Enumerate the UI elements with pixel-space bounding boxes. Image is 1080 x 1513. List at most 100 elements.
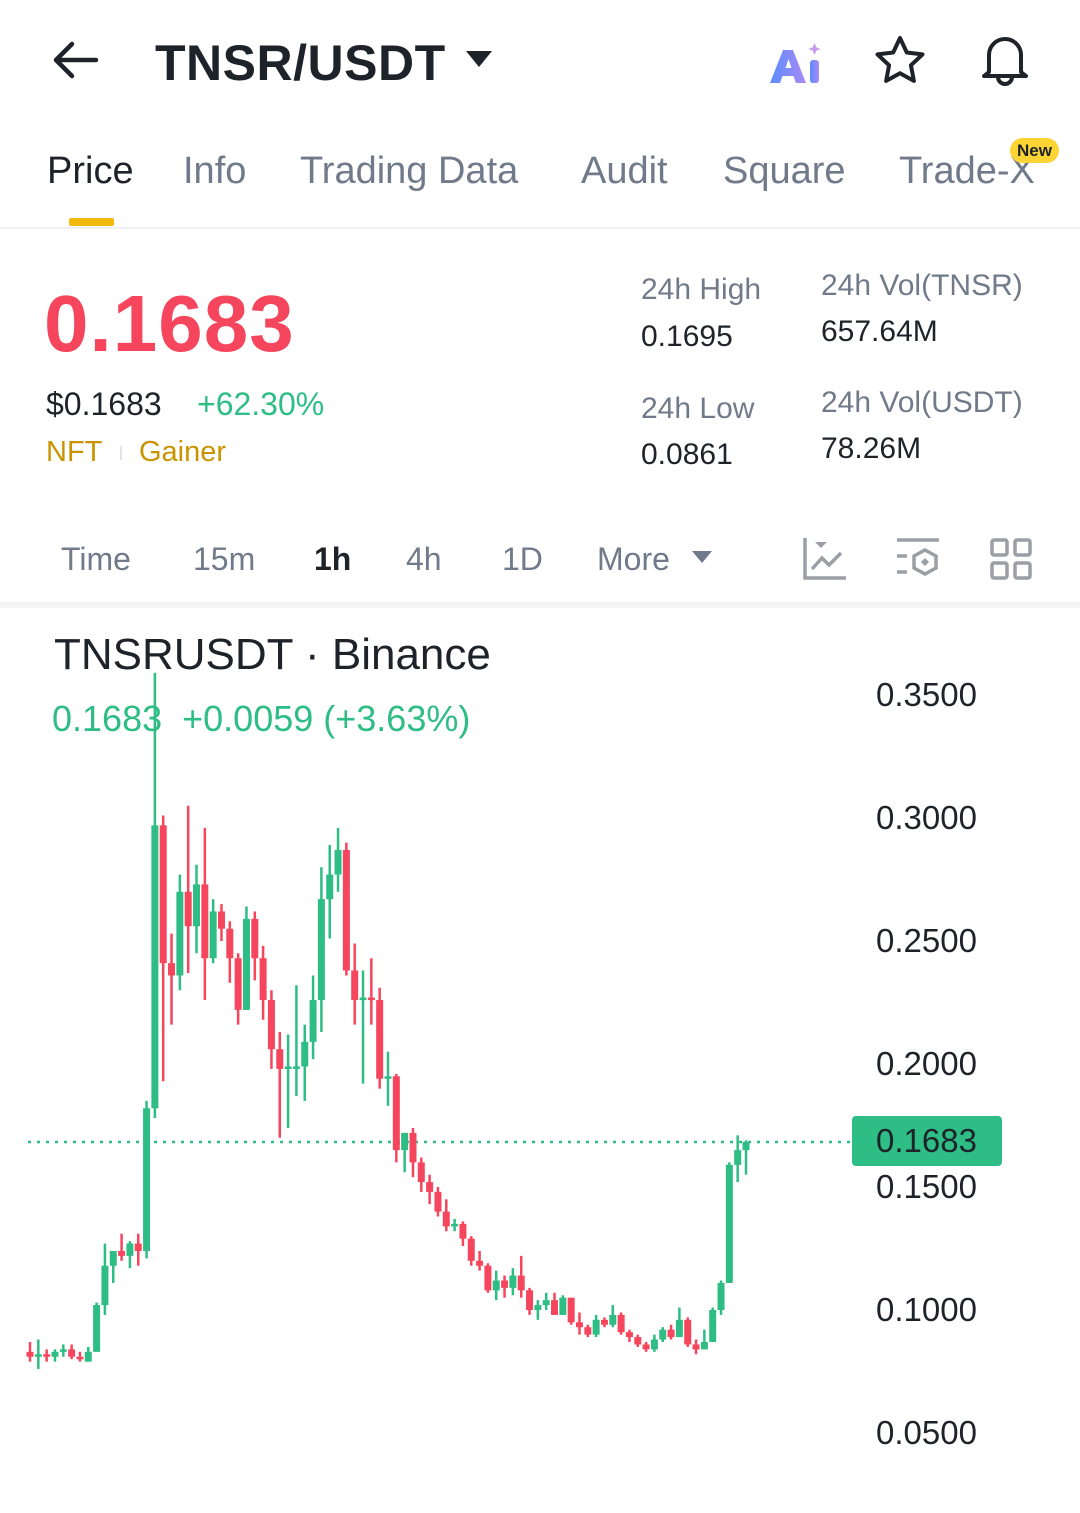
- candle: [84, 1346, 92, 1362]
- candle-body: [675, 1319, 683, 1338]
- candle-body: [459, 1223, 467, 1239]
- candle: [201, 827, 209, 1001]
- stat-value-24h-vol-usdt: 78.26M: [821, 432, 922, 465]
- candle-body: [251, 918, 259, 959]
- candle: [234, 953, 242, 1025]
- candle: [392, 1073, 400, 1163]
- candle-body: [592, 1319, 600, 1335]
- candle-body: [93, 1305, 101, 1352]
- candle-body: [126, 1243, 134, 1256]
- candle-body: [542, 1300, 550, 1306]
- active-tab-indicator: [69, 218, 114, 226]
- candle-body: [209, 911, 217, 959]
- tag-separator: [120, 446, 122, 460]
- chart-quote-change: +0.0059 (+3.63%): [182, 698, 471, 739]
- timeframe-time[interactable]: Time: [61, 541, 131, 577]
- candle: [76, 1351, 84, 1362]
- candle-body: [34, 1354, 42, 1357]
- candle-body: [359, 997, 367, 1001]
- candle: [734, 1135, 742, 1183]
- candle: [725, 1162, 733, 1283]
- candle-body: [567, 1297, 575, 1323]
- candle: [667, 1324, 675, 1340]
- tab-trading-data[interactable]: Trading Data: [300, 150, 519, 192]
- stat-label-24h-high: 24h High: [641, 273, 762, 306]
- candle-body: [159, 825, 167, 964]
- timeframe-1h[interactable]: 1h: [314, 541, 352, 577]
- candle: [700, 1329, 708, 1350]
- candle: [259, 945, 267, 1020]
- pair-title[interactable]: TNSR/USDT: [155, 35, 446, 91]
- change-percent: +62.30%: [197, 386, 325, 422]
- candle-body: [725, 1164, 733, 1283]
- candle-body: [551, 1300, 559, 1315]
- candle-body: [634, 1337, 642, 1345]
- candle: [517, 1255, 525, 1298]
- tab-price[interactable]: Price: [47, 150, 134, 192]
- timeframe-4h[interactable]: 4h: [406, 541, 442, 577]
- ai-icon[interactable]: [766, 40, 826, 88]
- candle: [51, 1349, 59, 1362]
- candle: [301, 1024, 309, 1101]
- settings-hex-icon[interactable]: [895, 537, 941, 581]
- candle-body: [392, 1076, 400, 1151]
- candle-body: [517, 1275, 525, 1291]
- arrow-left-icon[interactable]: [50, 38, 100, 82]
- tag-nft[interactable]: NFT: [46, 436, 103, 468]
- candle: [692, 1339, 700, 1355]
- candle-body: [742, 1141, 750, 1151]
- candle-body: [501, 1280, 509, 1288]
- candle-body: [326, 874, 334, 900]
- candle-body: [242, 918, 250, 1010]
- candle-body: [600, 1319, 608, 1325]
- candle-body: [684, 1319, 692, 1345]
- candle: [159, 815, 167, 1082]
- more-caret-icon[interactable]: [692, 551, 712, 564]
- candle: [526, 1287, 534, 1315]
- candle: [476, 1250, 484, 1271]
- candle-body: [426, 1182, 434, 1192]
- candle: [592, 1314, 600, 1338]
- candle: [367, 958, 375, 1025]
- candle-body: [709, 1310, 717, 1342]
- tab-square[interactable]: Square: [723, 150, 846, 192]
- candle: [551, 1292, 559, 1315]
- y-axis-tick: 0.2500: [876, 922, 977, 959]
- grid-layout-icon[interactable]: [989, 537, 1033, 581]
- timeframe-more[interactable]: More: [597, 541, 670, 577]
- indicator-chart-icon[interactable]: [802, 536, 848, 582]
- candle: [134, 1233, 142, 1266]
- candle-body: [193, 884, 201, 927]
- tab-audit[interactable]: Audit: [581, 150, 668, 192]
- candle-body: [526, 1290, 534, 1310]
- candle: [659, 1327, 667, 1342]
- candle: [68, 1344, 76, 1360]
- candle: [642, 1341, 650, 1352]
- candle-body: [617, 1314, 625, 1333]
- candle-body: [509, 1275, 517, 1288]
- tab-info[interactable]: Info: [183, 150, 247, 192]
- candle: [575, 1312, 583, 1335]
- candle: [342, 842, 350, 976]
- candle-body: [317, 899, 325, 1001]
- candle-body: [26, 1351, 34, 1357]
- stat-label-24h-vol-tnsr: 24h Vol(TNSR): [821, 269, 1023, 302]
- tag-gainer[interactable]: Gainer: [139, 436, 227, 468]
- star-icon[interactable]: [873, 34, 927, 86]
- candle: [542, 1292, 550, 1310]
- stat-value-24h-vol-tnsr: 657.64M: [821, 315, 938, 348]
- candle-body: [417, 1162, 425, 1183]
- candle: [317, 867, 325, 1033]
- candle-body: [609, 1314, 617, 1325]
- candle-body: [667, 1329, 675, 1338]
- candle-body: [226, 928, 234, 959]
- usd-price: $0.1683: [46, 386, 162, 422]
- caret-down-icon[interactable]: [465, 50, 493, 68]
- bell-icon[interactable]: [976, 30, 1034, 88]
- candle: [34, 1339, 42, 1370]
- candle: [717, 1280, 725, 1315]
- candle-body: [484, 1265, 492, 1291]
- timeframe-1d[interactable]: 1D: [502, 541, 543, 577]
- timeframe-15m[interactable]: 15m: [193, 541, 256, 577]
